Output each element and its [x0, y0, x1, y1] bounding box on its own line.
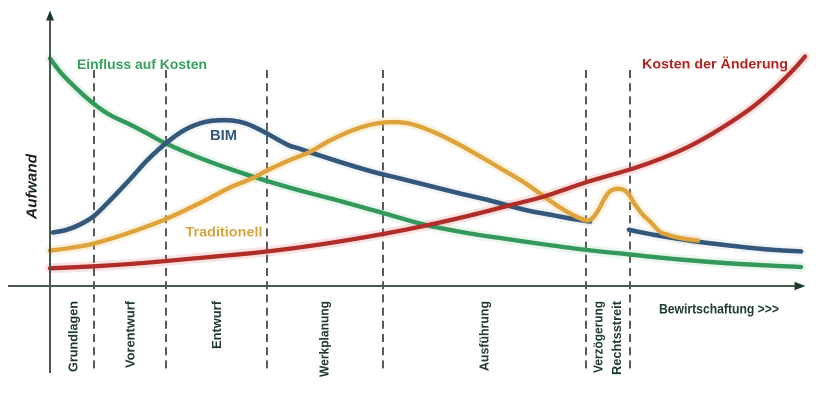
svg-text:BIM: BIM [210, 127, 237, 144]
svg-text:Entwurf: Entwurf [209, 300, 224, 349]
svg-text:Vorentwurf: Vorentwurf [123, 300, 138, 368]
svg-text:Traditionell: Traditionell [186, 224, 263, 240]
svg-text:Werkplanung: Werkplanung [317, 301, 332, 377]
svg-text:Ausführung: Ausführung [477, 301, 492, 371]
svg-text:Kosten der Änderung: Kosten der Änderung [642, 56, 788, 72]
svg-text:Aufwand: Aufwand [24, 153, 41, 220]
svg-text:Verzögerung: Verzögerung [591, 301, 606, 373]
svg-text:Grundlagen: Grundlagen [66, 301, 81, 372]
svg-text:Bewirtschaftung >>>: Bewirtschaftung >>> [659, 300, 779, 316]
svg-text:Rechtsstreit: Rechtsstreit [609, 300, 624, 375]
svg-text:Einfluss auf Kosten: Einfluss auf Kosten [77, 56, 207, 72]
